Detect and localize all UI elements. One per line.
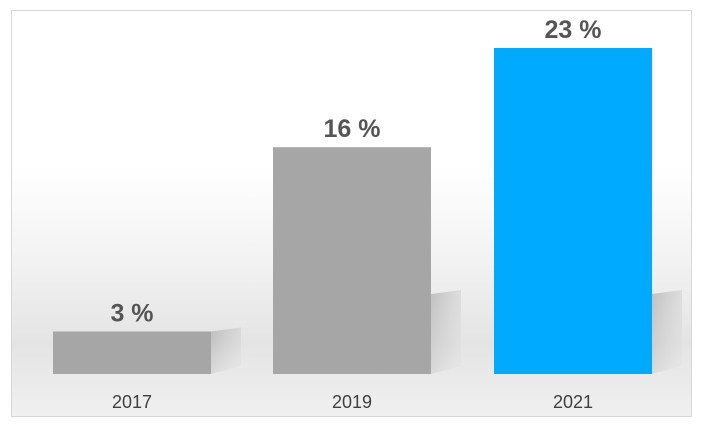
value-labels-group: 3 % 16 % 23 % — [110, 16, 601, 327]
category-label-2017: 2017 — [112, 392, 152, 412]
bar-shadows — [211, 290, 682, 374]
category-label-2021: 2021 — [553, 392, 593, 412]
category-label-2019: 2019 — [332, 392, 372, 412]
value-label-2021: 23 % — [545, 16, 602, 44]
category-labels-group: 2017 2019 2021 — [112, 392, 593, 412]
bar-2021 — [494, 48, 652, 374]
bar-shadow-2019 — [431, 290, 461, 374]
value-label-2017: 3 % — [110, 299, 153, 327]
value-label-2019: 16 % — [324, 115, 381, 143]
bars-group — [53, 48, 652, 374]
bar-shadow-2021 — [652, 290, 682, 374]
bar-2019 — [273, 147, 431, 374]
bar-2017 — [53, 331, 211, 374]
bar-shadow-2017 — [211, 327, 241, 374]
